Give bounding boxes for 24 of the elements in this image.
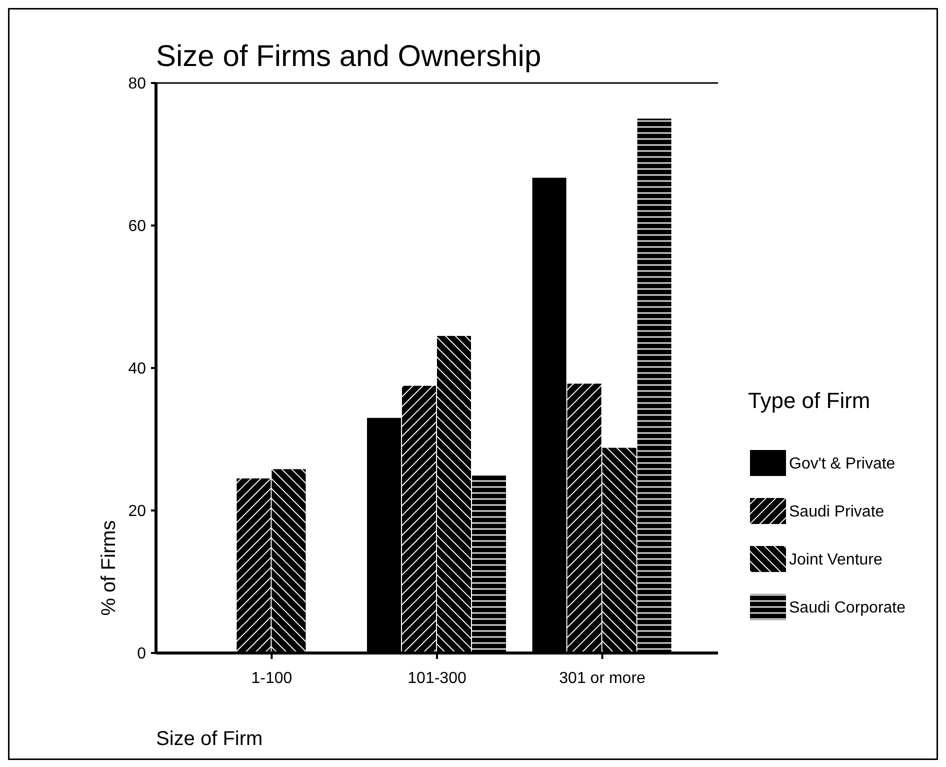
- y-tick-label: 80: [128, 76, 146, 93]
- y-tick-label: 0: [137, 646, 146, 663]
- x-tick-label: 301 or more: [559, 670, 646, 687]
- bar: [402, 386, 436, 653]
- legend-title: Type of Firm: [748, 388, 870, 413]
- x-tick-label: 101-300: [408, 670, 466, 687]
- y-tick-label: 40: [128, 360, 146, 378]
- x-axis-title: Size of Firm: [156, 728, 263, 750]
- legend-label: Joint Venture: [789, 552, 882, 569]
- bar: [637, 118, 672, 653]
- legend-label: Saudi Private: [789, 504, 884, 521]
- legend-label: Gov't & Private: [789, 456, 896, 473]
- y-tick-label: 20: [128, 503, 146, 520]
- legend-label: Saudi Corporate: [789, 600, 906, 617]
- bar: [236, 478, 271, 653]
- bar: [437, 336, 471, 653]
- bar: [602, 448, 636, 653]
- y-axis-title: % of Firms: [98, 520, 120, 616]
- x-tick-label: 1-100: [251, 670, 292, 687]
- y-tick-label: 60: [128, 218, 146, 236]
- bar: [272, 469, 306, 653]
- bar: [567, 384, 602, 653]
- bar: [472, 474, 506, 653]
- chart-title: Size of Firms and Ownership: [156, 40, 542, 73]
